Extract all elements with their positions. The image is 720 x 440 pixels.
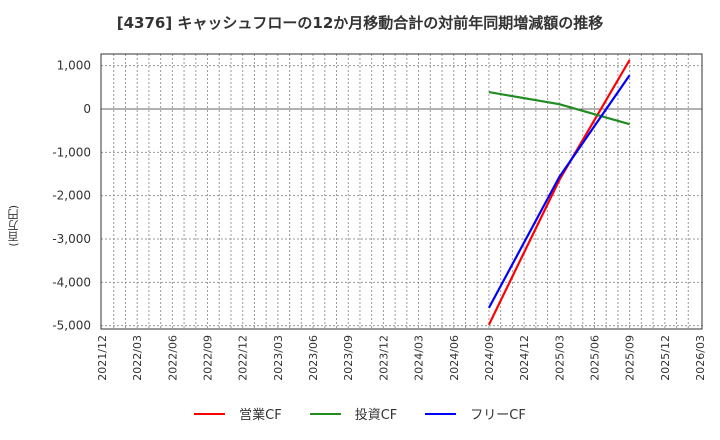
svg-text:2025/03: 2025/03: [553, 335, 566, 381]
svg-text:2025/06: 2025/06: [588, 335, 601, 381]
svg-text:2024/06: 2024/06: [448, 335, 461, 381]
svg-text:2023/12: 2023/12: [377, 335, 390, 381]
svg-text:2022/03: 2022/03: [131, 335, 144, 381]
svg-text:-1,000: -1,000: [52, 145, 91, 159]
svg-text:2026/03: 2026/03: [694, 335, 707, 381]
svg-text:-3,000: -3,000: [52, 232, 91, 246]
legend-label: 投資CF: [354, 408, 398, 423]
svg-text:1,000: 1,000: [57, 59, 91, 73]
legend-swatch-blue: [425, 412, 457, 415]
legend-label: 営業CF: [239, 408, 282, 423]
svg-text:2023/09: 2023/09: [342, 335, 355, 381]
x-axis-ticks: 2021/12 2022/03 2022/06 2022/09 2022/12 2023/…: [96, 335, 707, 381]
legend-swatch-green: [309, 412, 341, 415]
svg-text:2024/12: 2024/12: [518, 335, 531, 381]
svg-text:-5,000: -5,000: [52, 319, 91, 333]
svg-text:0: 0: [83, 102, 91, 116]
data-series: [487, 59, 631, 326]
series-line: [487, 74, 631, 309]
legend-swatch-red: [194, 412, 226, 415]
legend-item-operating-cf: 営業CF: [194, 404, 282, 423]
legend-item-free-cf: フリーCF: [425, 404, 526, 423]
svg-text:2024/03: 2024/03: [413, 335, 426, 381]
svg-text:2022/12: 2022/12: [237, 335, 250, 381]
chart-title: [4376] キャッシュフローの12か月移動合計の対前年同期増減額の推移: [116, 14, 604, 32]
grid-lines: [101, 54, 702, 329]
svg-text:2023/03: 2023/03: [272, 335, 285, 381]
svg-text:2025/12: 2025/12: [659, 335, 672, 381]
svg-text:2025/09: 2025/09: [624, 335, 637, 381]
svg-text:-2,000: -2,000: [52, 189, 91, 203]
svg-text:2021/12: 2021/12: [96, 335, 109, 381]
legend: 営業CF 投資CF フリーCF: [0, 404, 720, 423]
svg-text:2023/06: 2023/06: [307, 335, 320, 381]
y-axis-ticks: 1,000 0 -1,000 -2,000 -3,000 -4,000 -5,000: [52, 59, 91, 333]
plot-frame: [100, 53, 703, 330]
legend-item-investing-cf: 投資CF: [309, 404, 398, 423]
svg-text:2022/06: 2022/06: [166, 335, 179, 381]
legend-label: フリーCF: [470, 408, 526, 423]
svg-text:-4,000: -4,000: [52, 275, 91, 289]
svg-text:2024/09: 2024/09: [483, 335, 496, 381]
series-line: [488, 91, 630, 126]
svg-text:2022/09: 2022/09: [202, 335, 215, 381]
series-line: [487, 59, 631, 326]
